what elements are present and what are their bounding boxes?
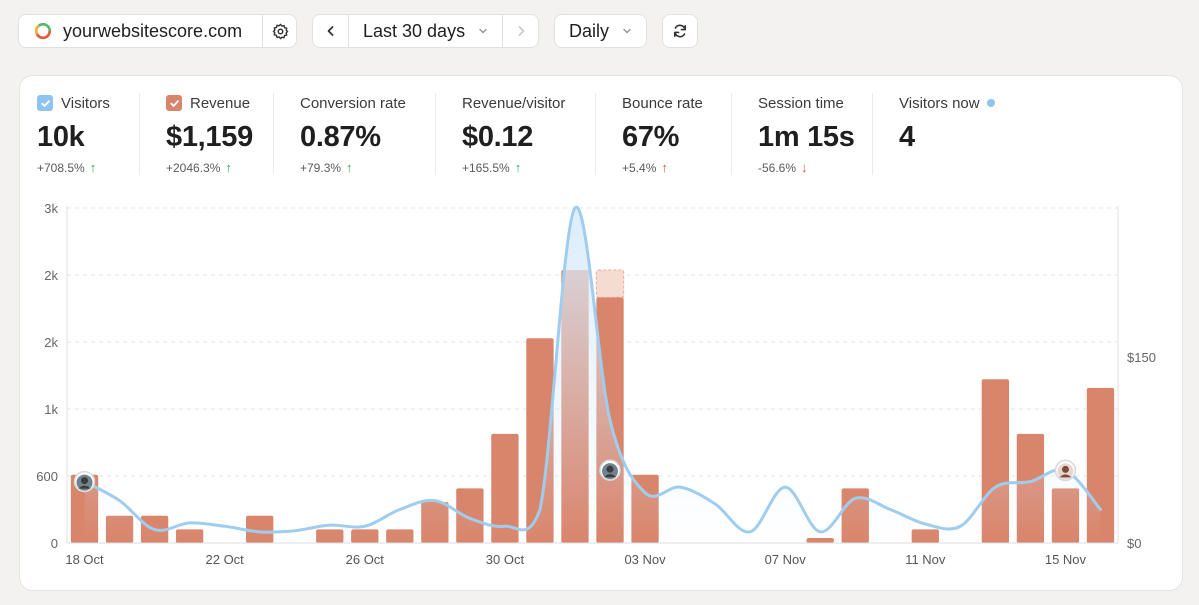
metric-value: 67% bbox=[622, 121, 680, 153]
metric-revenue[interactable]: Revenue $1,159 +2046.3% ↑ bbox=[166, 94, 253, 175]
visitors-checkbox[interactable] bbox=[37, 95, 53, 111]
check-icon bbox=[169, 99, 179, 107]
visitors-revenue-chart[interactable]: 0 600 1k 2k 2k 3k $0 $150 18 Oct 22 Oct 26 Oct 30 O… bbox=[20, 76, 1182, 586]
metric-value: $0.12 bbox=[462, 121, 534, 153]
metric-change: -56.6% bbox=[758, 160, 797, 175]
avatar-shoulders bbox=[78, 485, 91, 489]
next-period-button[interactable] bbox=[503, 15, 538, 47]
date-range-label: Last 30 days bbox=[363, 20, 466, 41]
metric-change: +165.5% bbox=[462, 160, 510, 175]
x-tick-label: 18 Oct bbox=[65, 552, 104, 567]
arrow-down-icon: ↓ bbox=[801, 160, 808, 175]
metric-conversion-rate[interactable]: Conversion rate 0.87% +79.3% ↑ bbox=[300, 94, 406, 176]
divider bbox=[139, 93, 140, 175]
arrow-up-icon: ↑ bbox=[225, 160, 232, 175]
visitor-avatar bbox=[599, 459, 621, 481]
x-tick-label: 03 Nov bbox=[624, 552, 666, 567]
revenue-bar bbox=[491, 433, 519, 543]
refresh-button[interactable] bbox=[662, 14, 698, 48]
visitors-area bbox=[84, 207, 1101, 544]
avatar-face bbox=[1061, 465, 1069, 473]
avatar-face bbox=[81, 477, 89, 485]
granularity-dropdown[interactable]: Daily bbox=[554, 14, 647, 48]
metric-label: Bounce rate bbox=[622, 94, 703, 112]
metric-value: 1m 15s bbox=[758, 121, 855, 153]
y-tick-label: 0 bbox=[51, 536, 58, 551]
avatar-shoulders bbox=[604, 474, 617, 478]
avatar-shoulders bbox=[1059, 474, 1072, 478]
metric-label: Session time bbox=[758, 94, 844, 112]
divider bbox=[435, 93, 436, 175]
chevron-left-icon bbox=[327, 26, 333, 36]
arrow-up-icon: ↑ bbox=[514, 160, 522, 175]
site-name: yourwebsitescore.com bbox=[63, 20, 243, 41]
x-tick-label: 22 Oct bbox=[206, 552, 245, 567]
metric-label: Conversion rate bbox=[300, 94, 406, 112]
y-tick-label: 1k bbox=[44, 402, 58, 417]
metric-session-time[interactable]: Session time 1m 15s -56.6% ↓ bbox=[758, 94, 855, 176]
x-tick-label: 30 Oct bbox=[486, 552, 525, 567]
x-tick-label: 11 Nov bbox=[905, 552, 946, 567]
granularity-label: Daily bbox=[569, 20, 610, 41]
visitor-avatar bbox=[73, 470, 96, 493]
chevron-down-icon bbox=[623, 28, 631, 34]
metric-change: +2046.3% bbox=[166, 160, 221, 175]
analytics-card: Visitors 10k +708.5% ↑ Revenue $1,159 +20… bbox=[19, 75, 1183, 591]
y-tick-label: 600 bbox=[36, 469, 58, 484]
refresh-icon bbox=[674, 24, 686, 38]
y-tick-label: 2k bbox=[44, 335, 58, 350]
settings-button[interactable] bbox=[263, 15, 297, 47]
divider bbox=[348, 15, 349, 47]
metric-change: +5.4% bbox=[622, 160, 657, 175]
metric-bounce-rate[interactable]: Bounce rate 67% +5.4% ↑ bbox=[622, 94, 703, 176]
x-tick-label: 26 Oct bbox=[346, 552, 385, 567]
divider bbox=[262, 15, 263, 47]
gear-icon bbox=[272, 23, 288, 39]
metric-value: 4 bbox=[899, 121, 915, 153]
visitor-avatar bbox=[1054, 459, 1077, 482]
revenue-checkbox[interactable] bbox=[166, 95, 182, 111]
x-tick-label: 15 Nov bbox=[1045, 552, 1087, 567]
avatar-face bbox=[606, 465, 614, 473]
revenue-pending-bar bbox=[595, 269, 625, 298]
date-range-dropdown[interactable]: Last 30 days bbox=[349, 21, 502, 42]
previous-period-button[interactable] bbox=[313, 15, 348, 47]
divider bbox=[595, 93, 596, 175]
metric-label: Visitors now bbox=[899, 94, 980, 112]
y-right-tick-label: $150 bbox=[1127, 350, 1156, 365]
divider bbox=[731, 93, 732, 175]
metric-change: +79.3% bbox=[300, 160, 342, 175]
metric-label: Visitors bbox=[61, 94, 110, 112]
y-tick-label: 3k bbox=[44, 201, 58, 216]
divider bbox=[273, 93, 274, 175]
site-logo-icon bbox=[34, 22, 52, 40]
arrow-up-icon: ↑ bbox=[89, 160, 97, 175]
y-right-tick-label: $0 bbox=[1127, 536, 1141, 551]
chevron-right-icon bbox=[518, 26, 524, 36]
metric-visitors[interactable]: Visitors 10k +708.5% ↑ bbox=[37, 94, 110, 175]
metric-label: Revenue/visitor bbox=[462, 94, 566, 112]
check-icon bbox=[40, 99, 50, 107]
visitors-line bbox=[83, 205, 1102, 534]
metric-value: 0.87% bbox=[300, 121, 381, 153]
arrow-up-icon: ↑ bbox=[346, 160, 353, 175]
metric-value: $1,159 bbox=[166, 121, 253, 153]
metric-revenue-per-visitor[interactable]: Revenue/visitor $0.12 +165.5% ↑ bbox=[462, 94, 566, 176]
arrow-up-icon: ↑ bbox=[661, 160, 668, 175]
x-tick-label: 07 Nov bbox=[765, 552, 807, 567]
y-tick-label: 2k bbox=[44, 268, 58, 283]
metric-label: Revenue bbox=[190, 94, 251, 112]
metric-visitors-now[interactable]: Visitors now 4 bbox=[899, 94, 995, 154]
live-dot-icon bbox=[986, 99, 995, 107]
chevron-down-icon bbox=[479, 28, 487, 34]
divider bbox=[502, 15, 503, 47]
site-selector[interactable]: yourwebsitescore.com bbox=[18, 14, 297, 48]
date-range-selector: Last 30 days bbox=[312, 14, 539, 48]
divider bbox=[872, 93, 873, 175]
metric-value: 10k bbox=[37, 121, 85, 153]
metric-change: +708.5% bbox=[37, 160, 85, 175]
